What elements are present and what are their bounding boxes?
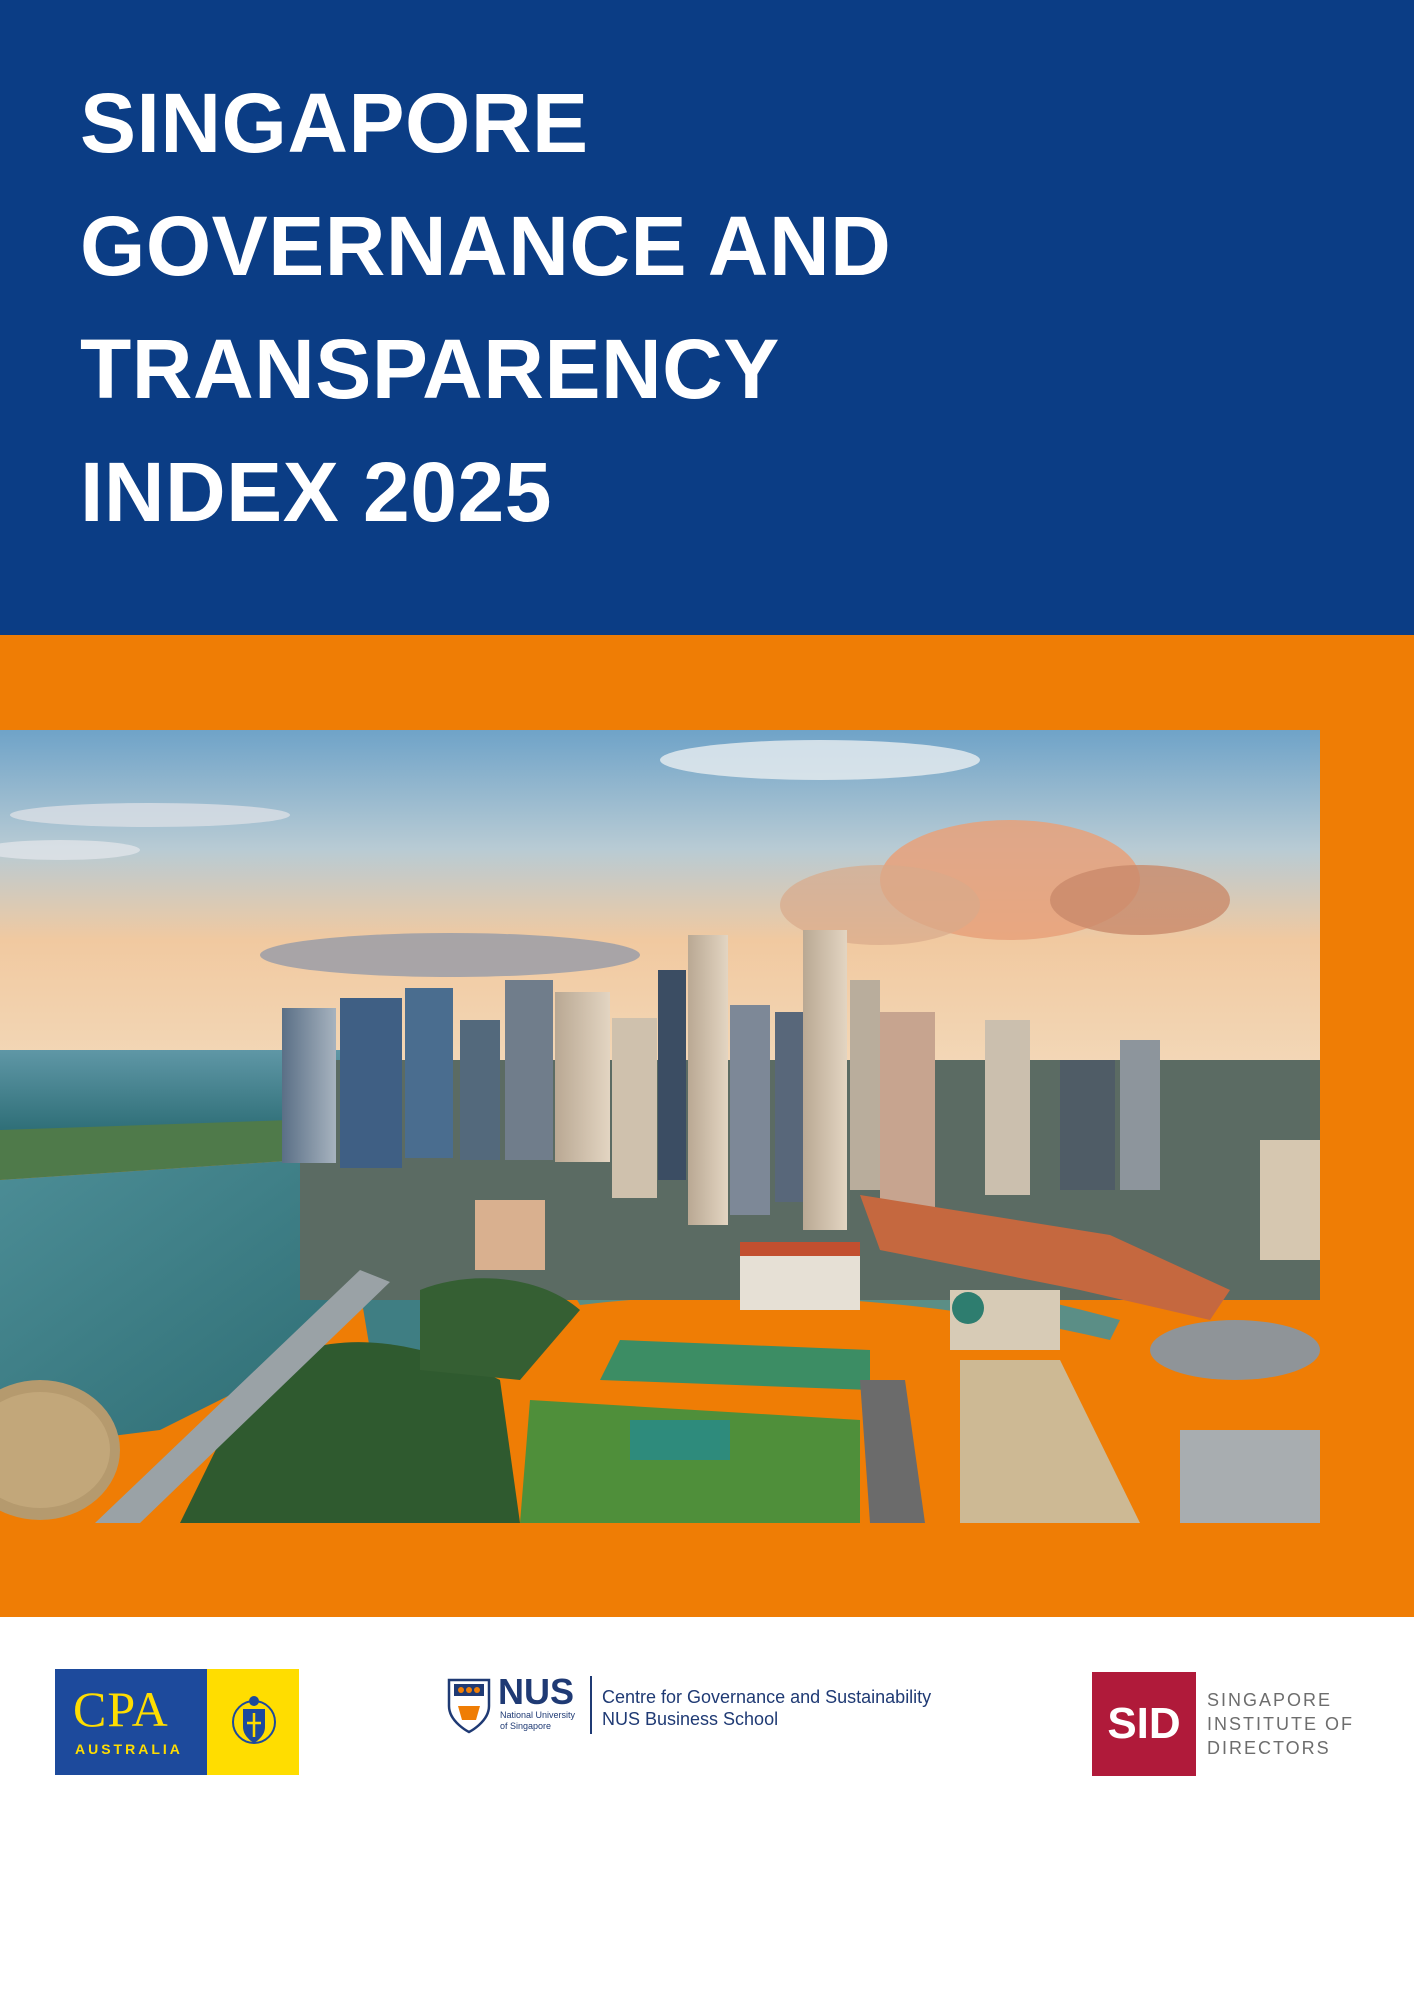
title-line: SINGAPORE xyxy=(80,76,589,170)
title-line: GOVERNANCE AND xyxy=(80,199,892,293)
sid-name-line: DIRECTORS xyxy=(1207,1738,1331,1758)
cpa-wordmark: CPA xyxy=(73,1681,169,1737)
sid-red-box: SID xyxy=(1092,1672,1196,1776)
sid-name-line: INSTITUTE OF xyxy=(1207,1714,1354,1734)
cpa-crest-icon xyxy=(232,1696,276,1744)
title-line: INDEX 2025 xyxy=(80,445,552,539)
sid-name: SINGAPORE INSTITUTE OF DIRECTORS xyxy=(1207,1688,1354,1760)
cpa-australia-logo: CPA AUSTRALIA xyxy=(55,1669,299,1775)
title-band: SINGAPORE GOVERNANCE AND TRANSPARENCY IN… xyxy=(0,0,1414,635)
singapore-skyline-photo xyxy=(0,730,1320,1523)
nus-cgs-logo: NUS National University of Singapore Cen… xyxy=(446,1672,966,1742)
partner-logos: CPA AUSTRALIA NUS xyxy=(0,1617,1414,2000)
cpa-yellow-panel xyxy=(207,1669,299,1775)
sid-name-line: SINGAPORE xyxy=(1207,1690,1333,1710)
cpa-blue-panel: CPA AUSTRALIA xyxy=(55,1669,207,1775)
title-line: TRANSPARENCY xyxy=(80,322,780,416)
sid-wordmark: SID xyxy=(1107,1699,1181,1748)
report-title: SINGAPORE GOVERNANCE AND TRANSPARENCY IN… xyxy=(80,62,891,554)
cpa-subtitle: AUSTRALIA xyxy=(75,1741,183,1757)
nus-centre-name: Centre for Governance and Sustainability xyxy=(602,1687,932,1707)
nus-crest-icon xyxy=(447,1678,491,1734)
divider xyxy=(590,1676,592,1734)
nus-school-name: NUS Business School xyxy=(602,1709,779,1729)
nus-fullname: National University of Singapore xyxy=(500,1710,576,1731)
nus-wordmark: NUS xyxy=(498,1671,575,1712)
sid-logo: SID SINGAPORE INSTITUTE OF DIRECTORS xyxy=(1092,1672,1352,1776)
